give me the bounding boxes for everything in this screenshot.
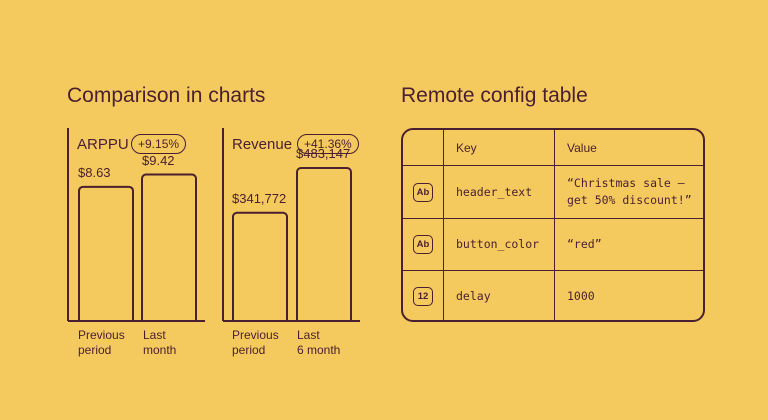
table-header-value: Value <box>567 140 597 155</box>
remote-config-table: Key Value Ab header_text “Christmas sale… <box>401 128 705 322</box>
revenue-bar-0 <box>232 211 288 326</box>
number-type-icon: 12 <box>413 287 433 306</box>
revenue-bar-1 <box>296 167 352 326</box>
revenue-category-last: Last 6 month <box>297 328 341 357</box>
arppu-bar-value-previous: $8.63 <box>78 164 111 180</box>
string-type-icon: Ab <box>413 235 433 254</box>
arppu-category-last: Last month <box>143 328 177 357</box>
revenue-bar-value-last: $483,147 <box>296 146 351 161</box>
revenue-bar-value-previous: $341,772 <box>232 190 287 206</box>
table-header-key: Key <box>444 130 555 165</box>
revenue-category-previous: Previous period <box>232 328 279 357</box>
table-value-cell: 1000 <box>567 289 595 303</box>
charts-section-title: Comparison in charts <box>67 84 266 107</box>
table-row[interactable]: Ab header_text “Christmas sale — get 50%… <box>403 166 703 219</box>
table-value-cell: “Christmas sale — get 50% discount!” <box>567 176 692 207</box>
table-row[interactable]: Ab button_color “red” <box>403 219 703 271</box>
arppu-bar-value-last: $9.42 <box>142 152 175 168</box>
arppu-category-previous: Previous period <box>78 328 125 357</box>
string-type-icon: Ab <box>413 182 433 202</box>
revenue-chart-title: Revenue <box>232 136 293 153</box>
table-key-cell: header_text <box>444 166 555 218</box>
table-header-type-cell <box>403 130 444 165</box>
table-header-row: Key Value <box>403 130 703 166</box>
table-type-cell: Ab <box>403 166 444 218</box>
table-row[interactable]: 12 delay 1000 <box>403 271 703 320</box>
table-value-cell: “red” <box>567 237 602 251</box>
table-section-title: Remote config table <box>401 84 588 107</box>
arppu-bar-1 <box>141 173 197 326</box>
arppu-change-badge: +9.15% <box>131 134 187 154</box>
table-type-cell: Ab <box>403 219 444 270</box>
arppu-bar-0 <box>78 185 134 326</box>
baseline-mask <box>60 322 370 328</box>
arppu-chart-title: ARPPU <box>77 136 129 153</box>
table-type-cell: 12 <box>403 271 444 320</box>
revenue-change-badge: +41.36% <box>297 134 359 154</box>
table-key-cell: button_color <box>444 219 555 270</box>
table-key-cell: delay <box>444 271 555 320</box>
